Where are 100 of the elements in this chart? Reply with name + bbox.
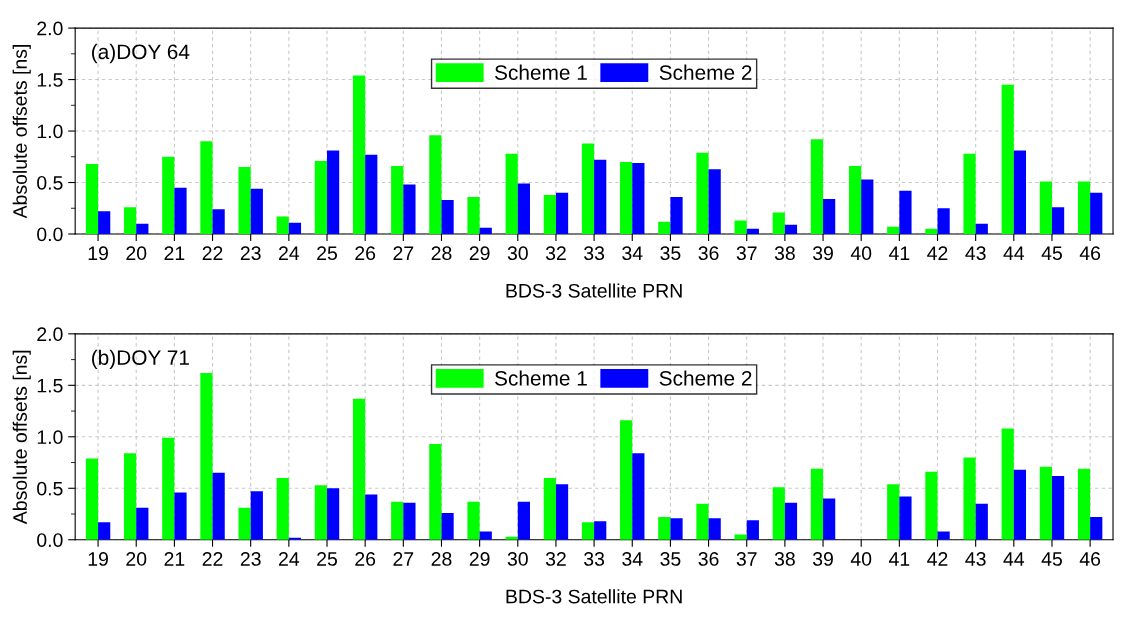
bar [772,487,785,540]
x-tick-label: 26 [355,552,376,566]
x-tick-label: 42 [927,552,948,566]
bar [517,183,530,234]
legend-label: Scheme 2 [659,370,752,386]
bar [1001,428,1014,540]
bar [708,518,721,540]
bar [1090,517,1103,540]
bar [238,507,251,540]
x-tick-label: 34 [622,552,643,566]
x-tick-label: 45 [1041,552,1062,566]
bar [391,501,404,540]
bar [327,488,340,540]
x-tick-label: 44 [1003,246,1025,260]
x-tick-label: 21 [164,552,185,566]
bar [403,502,416,540]
bar [250,188,263,234]
x-tick-label: 38 [774,246,795,261]
bar [85,458,99,540]
bar [124,207,137,234]
bar [174,187,187,234]
x-tick-label: 23 [240,246,261,261]
bar [708,169,721,234]
bar [1051,475,1065,540]
x-tick-label: 40 [850,246,872,261]
bar [963,153,976,234]
y-tick-label: 1.0 [37,430,63,445]
bar [658,517,671,540]
x-tick-label: 27 [393,246,414,260]
text: (a)DOY 64 [92,43,190,64]
x-tick-label: 28 [431,246,452,261]
x-tick-label: 36 [698,246,719,261]
x-tick-label: 26 [355,246,376,261]
x-tick-label: 28 [431,552,452,566]
y-tick-label: 1.0 [37,124,63,139]
bar [162,156,175,234]
bar [543,477,556,540]
bar [98,211,111,234]
bar [925,471,938,540]
bar [543,194,556,234]
bar [620,420,633,540]
bar [670,518,683,540]
x-tick-label: 41 [888,552,910,566]
bar [365,154,378,234]
bar [1001,84,1014,234]
text: (b)DOY 71 [92,349,189,370]
bar [441,200,454,234]
x-tick-label: 19 [88,552,108,566]
bar [136,223,149,234]
x-tick-label: 29 [469,246,490,261]
y-axis-title: Absolute offsets [ns] [12,350,31,525]
x-tick-label: 32 [545,246,566,261]
x-tick-label: 36 [698,552,719,566]
x-tick-label: 30 [507,552,528,566]
x-tick-label: 43 [965,246,986,261]
y-tick-label: 0.5 [37,175,63,190]
bar [975,503,988,540]
y-tick-label: 0.0 [37,227,63,242]
bar [632,162,645,234]
bar [327,150,340,234]
x-tick-label: 37 [736,552,757,566]
bar [555,484,569,540]
bar [937,208,950,234]
x-tick-label: 34 [622,246,643,261]
x-tick-label: 22 [202,552,223,566]
x-tick-label: 39 [812,552,833,566]
x-axis-title: BDS-3 Satellite PRN [506,589,682,604]
y-tick-label: 2.0 [37,327,63,342]
x-tick-label: 21 [164,246,185,260]
bar [136,507,149,540]
bar [429,135,442,234]
bar [1090,192,1103,234]
bar [85,163,99,234]
x-tick-label: 42 [927,246,948,260]
bar [365,494,378,540]
y-tick-label: 2.0 [37,21,63,36]
bar [746,520,759,540]
x-tick-label: 19 [88,246,108,261]
bar [594,159,607,234]
bar [632,453,645,540]
bar [288,222,302,234]
bar [784,502,798,540]
bar [314,485,328,540]
bar [581,143,595,234]
bar [784,224,798,234]
bar [746,228,759,234]
legend-label: Scheme 1 [495,64,587,80]
legend-label: Scheme 1 [495,370,587,386]
bar [124,453,137,540]
bar [620,161,633,234]
bar [403,184,416,234]
bar [734,220,747,234]
bar [848,166,862,234]
y-tick-label: 0.5 [37,481,63,496]
x-tick-label: 25 [317,246,338,261]
x-tick-label: 24 [279,246,300,260]
bar [162,437,175,540]
x-tick-label: 37 [736,246,757,261]
bar [238,167,251,234]
x-tick-label: 38 [774,552,795,566]
